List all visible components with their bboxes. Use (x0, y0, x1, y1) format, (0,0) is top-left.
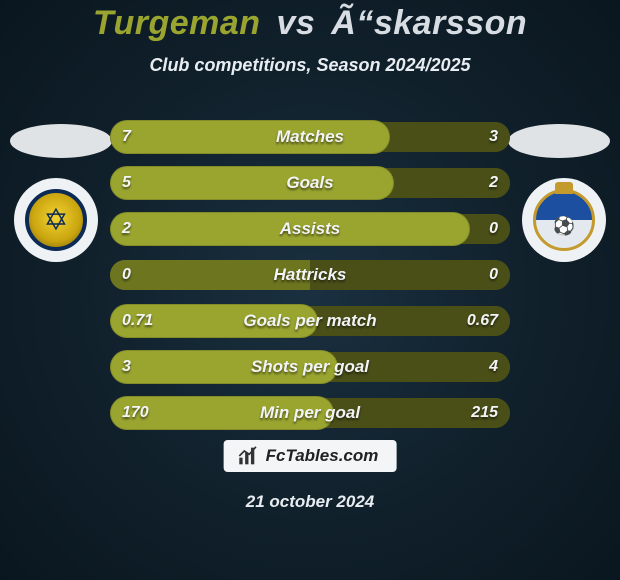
brand-text: FcTables.com (266, 446, 379, 466)
club-crest-left-icon: ✡ (25, 189, 87, 251)
page-title: Turgeman vs Ã“skarsson (0, 0, 620, 43)
stat-value-left: 3 (110, 352, 143, 382)
subtitle: Club competitions, Season 2024/2025 (0, 55, 620, 76)
brand-badge: FcTables.com (224, 440, 397, 472)
stat-row: 170Min per goal215 (110, 398, 510, 428)
footer-date: 21 october 2024 (0, 492, 620, 512)
title-right-name: Ã“skarsson (331, 4, 527, 42)
player-photo-right-placeholder (508, 124, 610, 158)
stat-value-right: 4 (477, 352, 510, 382)
stat-bar-left (110, 212, 470, 246)
player-photo-left-placeholder (10, 124, 112, 158)
stat-row: 7Matches3 (110, 122, 510, 152)
title-vs: vs (277, 4, 316, 42)
stat-value-left: 0 (110, 260, 143, 290)
stat-value-right: 0 (477, 260, 510, 290)
club-badge-left: ✡ (14, 178, 98, 262)
stat-value-left: 0.71 (110, 306, 165, 336)
stat-row: 3Shots per goal4 (110, 352, 510, 382)
stats-table: 7Matches3 5Goals2 2Assists0 0Hattricks0 0.71… (110, 122, 510, 444)
stat-row: 5Goals2 (110, 168, 510, 198)
stat-value-left: 170 (110, 398, 161, 428)
stat-value-right: 2 (477, 168, 510, 198)
club-badge-right: ⚽ (522, 178, 606, 262)
stat-value-right: 3 (477, 122, 510, 152)
stat-bar-left (110, 350, 338, 384)
stat-bar-left (110, 120, 390, 154)
title-left-name: Turgeman (93, 4, 261, 42)
club-crest-right-icon: ⚽ (533, 189, 595, 251)
stat-row: 0.71Goals per match0.67 (110, 306, 510, 336)
stat-value-left: 7 (110, 122, 143, 152)
stat-value-right: 215 (459, 398, 510, 428)
stat-bar-left (110, 166, 394, 200)
stat-value-right: 0 (477, 214, 510, 244)
stat-value-right: 0.67 (455, 306, 510, 336)
stat-row: 2Assists0 (110, 214, 510, 244)
stat-row: 0Hattricks0 (110, 260, 510, 290)
stat-value-left: 2 (110, 214, 143, 244)
brand-chart-icon (238, 446, 258, 466)
stat-value-left: 5 (110, 168, 143, 198)
